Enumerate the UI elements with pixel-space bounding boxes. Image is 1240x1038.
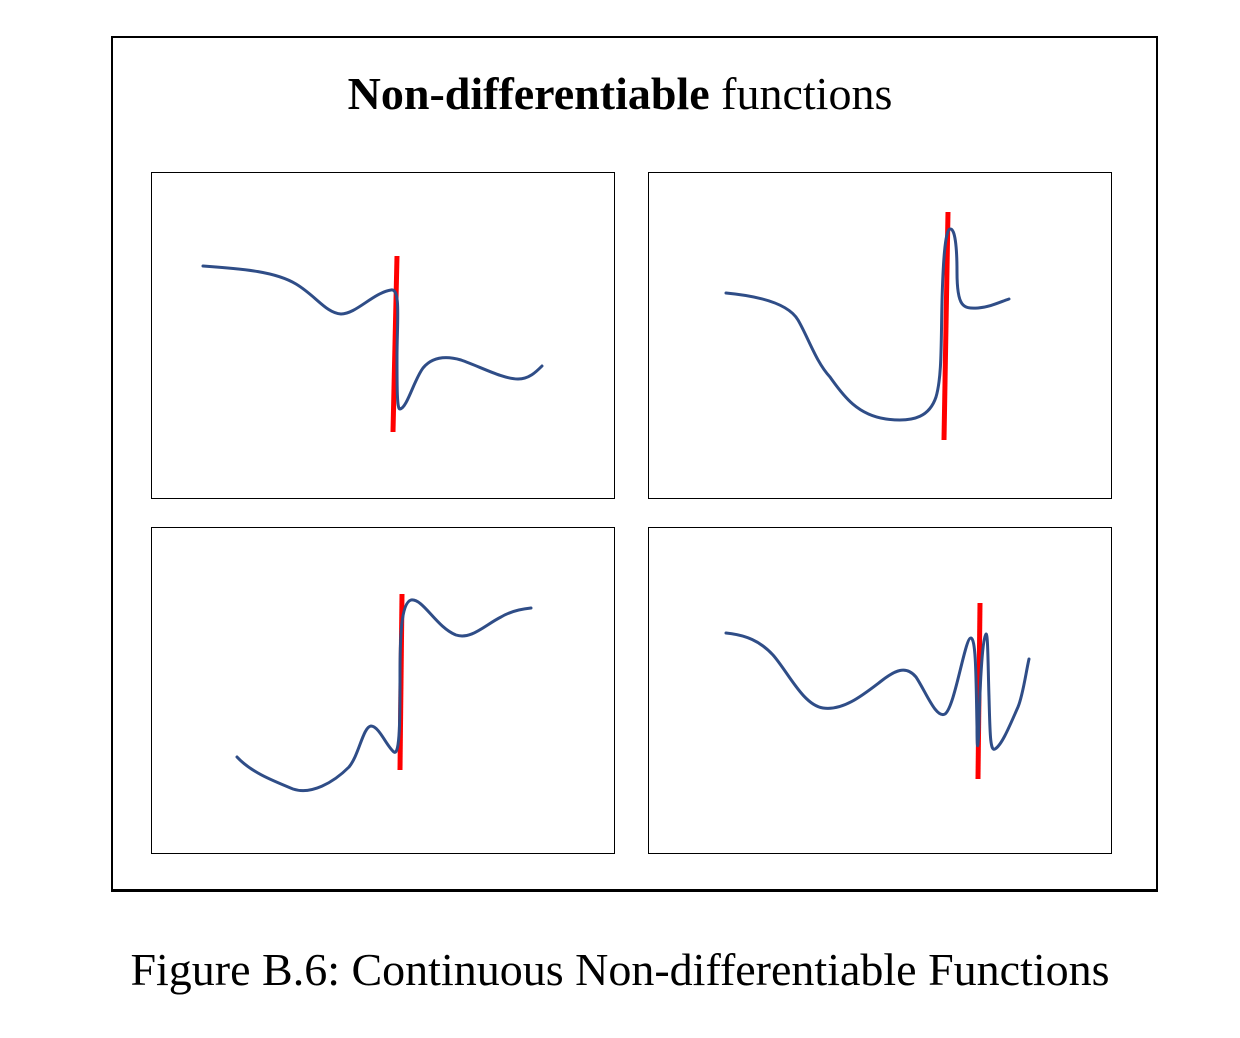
function-curve	[201, 264, 544, 411]
figure-title: Non-differentiable functions	[0, 66, 1240, 122]
tangent-line	[941, 211, 951, 441]
function-curve	[724, 631, 1031, 751]
panel-top-left	[151, 172, 615, 499]
figure-title-bold: Non-differentiable	[347, 68, 710, 119]
panel-top-right	[648, 172, 1112, 499]
panel-bottom-right	[648, 527, 1112, 854]
figure-caption: Figure B.6: Continuous Non-differentiabl…	[130, 944, 1110, 995]
function-curve	[724, 227, 1011, 422]
panel-bottom-right-plot	[724, 602, 1031, 780]
panel-bottom-left	[151, 527, 615, 854]
panel-top-right-plot	[724, 211, 1011, 441]
panel-top-left-plot	[201, 255, 544, 433]
tangent-line	[390, 255, 400, 433]
figure-title-regular: functions	[709, 68, 893, 119]
panel-bottom-left-plot	[235, 593, 533, 792]
function-curve	[235, 598, 533, 792]
